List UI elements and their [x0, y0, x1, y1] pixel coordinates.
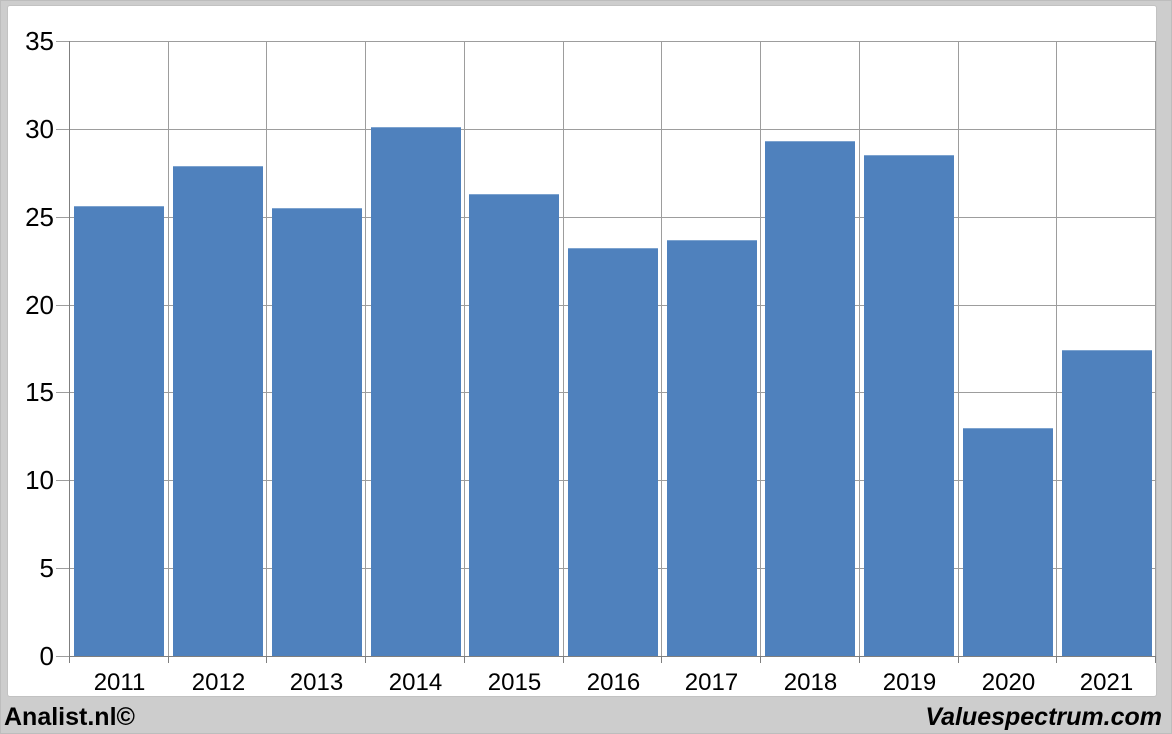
x-tick-mark: [958, 657, 959, 663]
bar-2011: [74, 206, 164, 656]
x-tick-label-2011: 2011: [93, 669, 146, 696]
x-tick-label-2021: 2021: [1079, 669, 1134, 696]
gridline-x-boundary: [958, 41, 959, 656]
x-tick-mark: [168, 657, 169, 663]
gridline-y-30: [70, 129, 1156, 130]
gridline-x-boundary: [365, 41, 366, 656]
source-attribution: Analist.nl©: [4, 702, 135, 731]
x-tick-mark: [69, 657, 70, 663]
x-tick-mark: [760, 657, 761, 663]
bar-2015: [469, 194, 559, 656]
x-tick-label-2020: 2020: [981, 669, 1036, 696]
gridline-x-boundary: [760, 41, 761, 656]
x-tick-mark: [1155, 657, 1156, 663]
x-tick-mark: [661, 657, 662, 663]
y-tick-label-10: 10: [25, 465, 54, 495]
bar-2012: [173, 166, 263, 656]
gridline-x-boundary: [1155, 41, 1156, 656]
x-tick-mark: [563, 657, 564, 663]
gridline-x-boundary: [1056, 41, 1057, 656]
chart-panel: 0 5 10 15 20 25 30 35 2011 2012 2013 2014 2015 2016 20…: [7, 5, 1157, 697]
gridline-x-boundary: [266, 41, 267, 656]
gridline-y-25: [70, 217, 1156, 218]
y-tick-mark-0: [56, 656, 69, 657]
gridline-y-35: [70, 41, 1156, 42]
bar-2017: [667, 240, 757, 656]
footer-bar: Analist.nl© Valuespectrum.com: [1, 699, 1171, 733]
bar-2020: [963, 428, 1053, 656]
x-tick-label-2013: 2013: [289, 669, 344, 696]
x-tick-mark: [1056, 657, 1057, 663]
x-tick-mark: [859, 657, 860, 663]
x-tick-label-2018: 2018: [783, 669, 838, 696]
x-tick-label-2014: 2014: [388, 669, 443, 696]
bar-2013: [272, 208, 362, 656]
y-tick-mark-5: [56, 568, 69, 569]
y-tick-mark-25: [56, 217, 69, 218]
y-tick-label-25: 25: [25, 202, 54, 232]
x-tick-mark: [464, 657, 465, 663]
bar-2019: [864, 155, 954, 656]
gridline-x-boundary: [563, 41, 564, 656]
gridline-x-boundary: [464, 41, 465, 656]
x-tick-label-2016: 2016: [586, 669, 641, 696]
y-tick-mark-20: [56, 305, 69, 306]
gridline-x-boundary: [859, 41, 860, 656]
x-tick-label-2017: 2017: [684, 669, 739, 696]
x-tick-label-2019: 2019: [882, 669, 937, 696]
bar-2018: [765, 141, 855, 656]
y-tick-label-35: 35: [25, 26, 54, 56]
y-tick-mark-15: [56, 392, 69, 393]
y-tick-mark-10: [56, 480, 69, 481]
bar-2021: [1062, 350, 1152, 656]
y-tick-mark-30: [56, 129, 69, 130]
bar-2016: [568, 248, 658, 656]
plot-area: [69, 41, 1156, 657]
y-tick-label-30: 30: [25, 114, 54, 144]
y-tick-label-5: 5: [39, 553, 54, 583]
x-tick-mark: [266, 657, 267, 663]
gridline-x-boundary: [168, 41, 169, 656]
y-tick-mark-35: [56, 41, 69, 42]
y-tick-label-15: 15: [25, 377, 54, 407]
y-tick-label-20: 20: [25, 290, 54, 320]
x-tick-mark: [365, 657, 366, 663]
x-tick-label-2012: 2012: [191, 669, 246, 696]
watermark-valuespectrum: Valuespectrum.com: [925, 702, 1162, 731]
gridline-x-boundary: [661, 41, 662, 656]
bar-2014: [371, 127, 461, 656]
y-tick-label-0: 0: [39, 641, 54, 671]
x-tick-label-2015: 2015: [487, 669, 542, 696]
